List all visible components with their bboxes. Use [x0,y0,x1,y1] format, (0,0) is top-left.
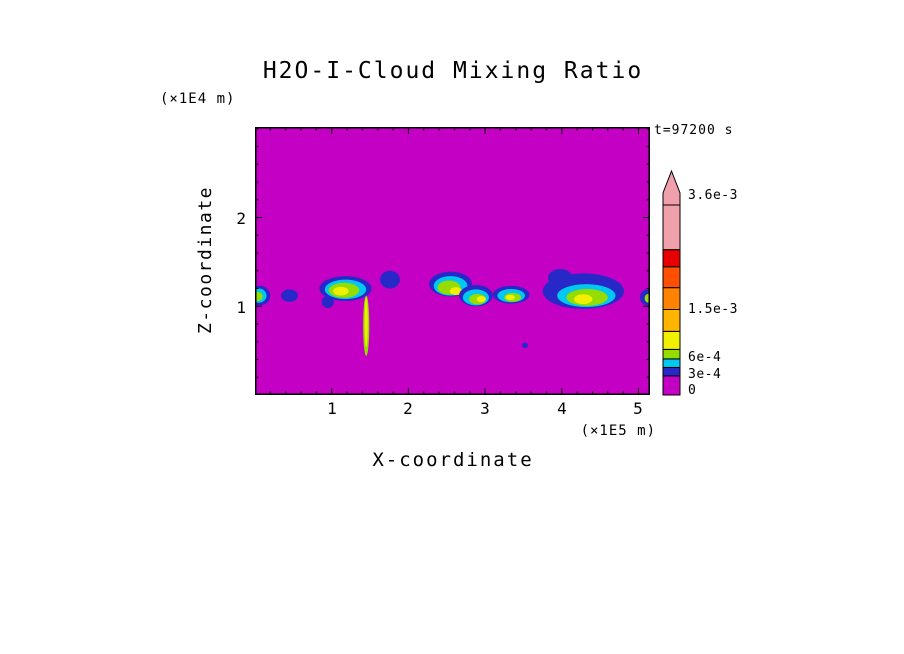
x-tick-label-3: 3 [480,399,490,418]
x-tick-label-1: 1 [327,399,337,418]
colorbar-label-zero: 0 [688,383,697,398]
x-tick-label-4: 4 [557,399,567,418]
x-tick-label-2: 2 [403,399,413,418]
time-annotation: t=97200 s [654,123,734,138]
x-axis-unit: (×1E5 m) [580,423,656,439]
y-tick-label-2: 2 [236,209,246,228]
colorbar-label-max: 3.6e-3 [688,188,738,203]
x-tick-label-5: 5 [633,399,643,418]
x-axis-label: X-coordinate [372,449,534,471]
chart-title: H2O-I-Cloud Mixing Ratio [262,58,644,84]
colorbar-label-3e4: 3e-4 [688,367,722,382]
colorbar-label-6e4: 6e-4 [688,350,722,365]
y-axis-label: Z-coordinate [195,185,216,335]
colorbar [662,169,681,396]
heatmap-plot [255,127,650,395]
y-tick-label-1: 1 [236,298,246,317]
colorbar-label-mid: 1.5e-3 [688,302,738,317]
y-axis-unit: (×1E4 m) [160,91,236,107]
